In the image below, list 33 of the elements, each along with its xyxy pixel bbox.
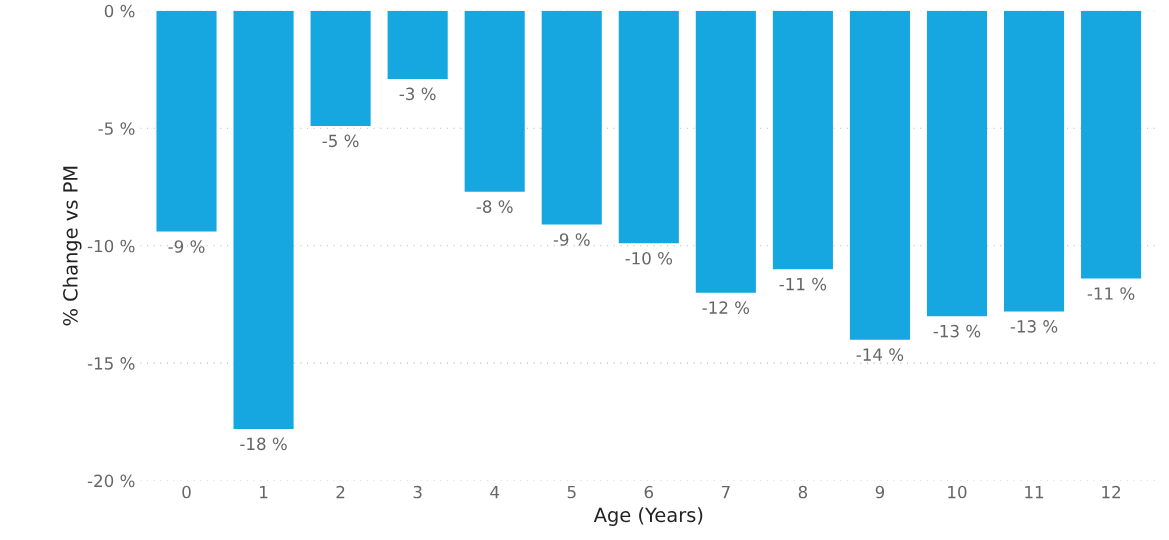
data-label: -14 % — [856, 348, 904, 361]
x-tick-label: 7 — [721, 485, 730, 499]
x-tick-label: 1 — [260, 485, 268, 499]
data-label: -9 % — [553, 233, 590, 246]
y-tick-label: -20 % — [87, 474, 135, 488]
x-tick-label: 4 — [490, 485, 500, 499]
data-label: -8 % — [476, 200, 513, 213]
x-tick-label: 5 — [567, 485, 576, 499]
data-label: -18 % — [240, 437, 287, 451]
x-tick-label: 6 — [644, 485, 654, 499]
y-tick-label: -5 % — [98, 122, 135, 135]
y-axis-title: % Change vs PM — [62, 166, 82, 326]
data-label: -9 % — [168, 240, 205, 253]
x-tick-label: 8 — [798, 485, 808, 499]
data-label: -13 % — [1010, 320, 1058, 333]
x-tick-label: 11 — [1025, 485, 1044, 499]
data-label: -13 % — [933, 324, 981, 338]
data-label: -12 % — [702, 301, 750, 314]
x-tick-label: 12 — [1102, 485, 1121, 499]
x-tick-label: 3 — [413, 485, 422, 499]
y-tick-label: -10 % — [87, 239, 135, 253]
x-axis-title: Age (Years) — [593, 507, 703, 526]
data-label: -11 % — [1087, 287, 1135, 300]
data-label: -10 % — [625, 251, 673, 265]
x-tick-label: 10 — [948, 485, 967, 499]
data-label: -3 % — [399, 87, 436, 101]
x-tick-label: 2 — [336, 485, 345, 499]
data-label: -11 % — [779, 277, 827, 291]
y-tick-label: -15 % — [87, 357, 135, 370]
data-label: -5 % — [322, 134, 359, 148]
x-tick-label: 0 — [182, 485, 191, 499]
y-tick-label: 0 % — [104, 4, 135, 18]
x-tick-label: 9 — [875, 485, 885, 499]
